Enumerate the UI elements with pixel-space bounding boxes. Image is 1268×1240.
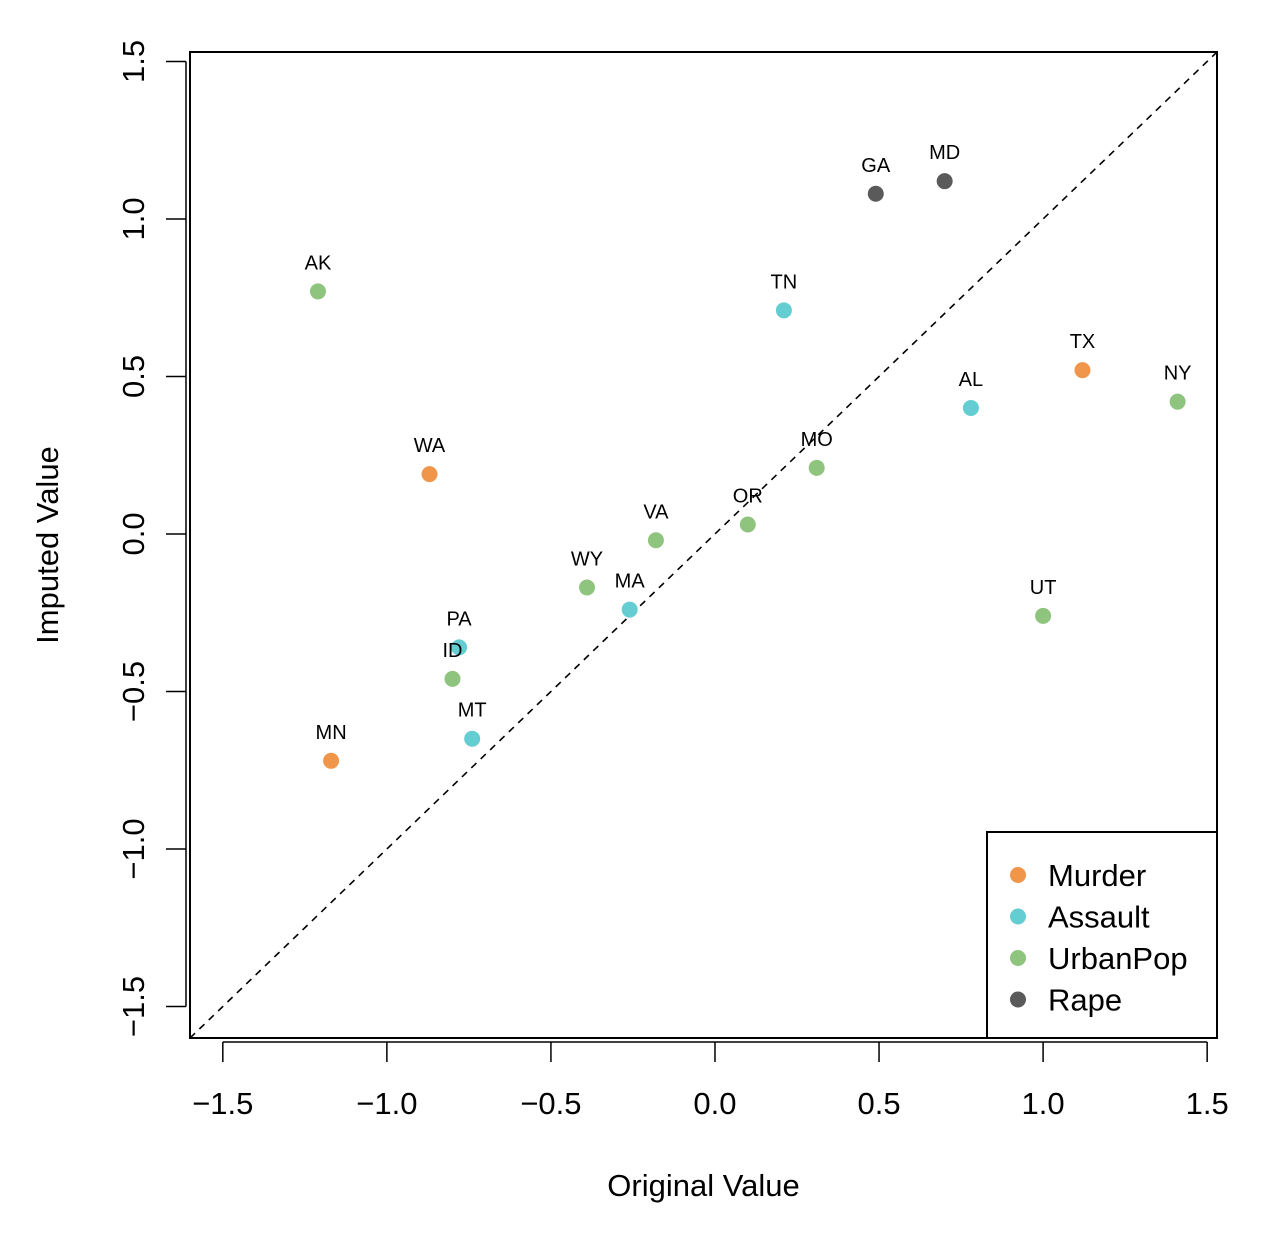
point-ut xyxy=(1035,607,1052,624)
identity-reference-line xyxy=(189,51,1218,1039)
point-or xyxy=(739,516,756,533)
point-label-id: ID xyxy=(442,640,462,662)
point-label-ga: GA xyxy=(861,155,891,177)
point-md xyxy=(936,173,953,190)
y-tick-label: 0.0 xyxy=(116,512,151,555)
legend-label-urbanpop: UrbanPop xyxy=(1048,941,1188,976)
point-label-wy: WY xyxy=(571,549,603,571)
point-label-tn: TN xyxy=(771,271,798,293)
point-label-tx: TX xyxy=(1070,331,1096,353)
x-tick-label: 0.0 xyxy=(693,1086,736,1121)
point-label-ut: UT xyxy=(1030,577,1057,599)
point-mo xyxy=(808,459,825,476)
point-label-pa: PA xyxy=(446,608,472,630)
legend-marker-assault xyxy=(1010,908,1026,925)
point-labels-layer: AK GA MD TN TX NY AL WA MO OR VA WY MA UT PA ID MT MN xyxy=(305,142,1192,744)
point-label-mt: MT xyxy=(458,700,487,722)
point-mn xyxy=(323,752,340,769)
point-label-mn: MN xyxy=(316,722,347,744)
x-tick-label: −1.0 xyxy=(356,1086,417,1121)
point-id xyxy=(444,670,461,687)
point-label-or: OR xyxy=(733,486,763,508)
point-tx xyxy=(1074,362,1091,379)
point-va xyxy=(647,532,664,549)
point-ma xyxy=(621,601,638,618)
point-label-wa: WA xyxy=(414,435,446,457)
y-axis-label: Imputed Value xyxy=(30,446,65,644)
y-tick-label: 1.0 xyxy=(116,197,151,240)
point-tn xyxy=(775,302,792,319)
point-label-va: VA xyxy=(643,501,669,523)
x-tick-label: 0.5 xyxy=(857,1086,900,1121)
x-tick-label: 1.0 xyxy=(1022,1086,1065,1121)
y-tick-label: 0.5 xyxy=(116,355,151,398)
y-tick-label: −1.0 xyxy=(116,818,151,879)
point-al xyxy=(962,399,979,416)
y-axis: −1.5 −1.0 −0.5 0.0 0.5 1.0 1.5 xyxy=(116,40,187,1037)
legend-marker-rape xyxy=(1010,991,1026,1008)
plot-frame xyxy=(189,51,1218,1039)
point-label-ma: MA xyxy=(615,571,646,593)
legend-marker-urbanpop xyxy=(1010,950,1026,966)
point-label-mo: MO xyxy=(801,429,833,451)
point-label-ny: NY xyxy=(1164,363,1192,385)
y-tick-label: −1.5 xyxy=(116,976,151,1037)
point-label-md: MD xyxy=(929,142,960,164)
x-tick-label: −1.5 xyxy=(192,1086,253,1121)
point-pa xyxy=(451,639,468,656)
y-tick-label: 1.5 xyxy=(116,40,151,83)
x-tick-label: 1.5 xyxy=(1186,1086,1229,1121)
legend-box xyxy=(986,831,1218,1039)
legend-label-assault: Assault xyxy=(1048,900,1150,935)
points-layer xyxy=(309,173,1186,769)
reference-line-layer xyxy=(189,51,1218,1039)
x-tick-label: −0.5 xyxy=(520,1086,581,1121)
y-tick-label: −0.5 xyxy=(116,661,151,722)
point-label-ak: AK xyxy=(305,252,332,274)
point-ak xyxy=(309,283,326,300)
legend-label-murder: Murder xyxy=(1048,858,1146,893)
point-wa xyxy=(421,466,438,483)
x-axis: −1.5 −1.0 −0.5 0.0 0.5 1.0 1.5 xyxy=(192,1041,1229,1121)
legend-marker-murder xyxy=(1010,867,1026,883)
x-axis-label: Original Value xyxy=(607,1168,799,1203)
point-mt xyxy=(464,730,481,747)
point-ga xyxy=(867,185,884,202)
point-label-al: AL xyxy=(959,369,983,391)
legend-label-rape: Rape xyxy=(1048,983,1122,1018)
point-ny xyxy=(1169,393,1186,410)
legend: Murder Assault UrbanPop Rape xyxy=(986,831,1218,1039)
point-wy xyxy=(579,579,596,596)
